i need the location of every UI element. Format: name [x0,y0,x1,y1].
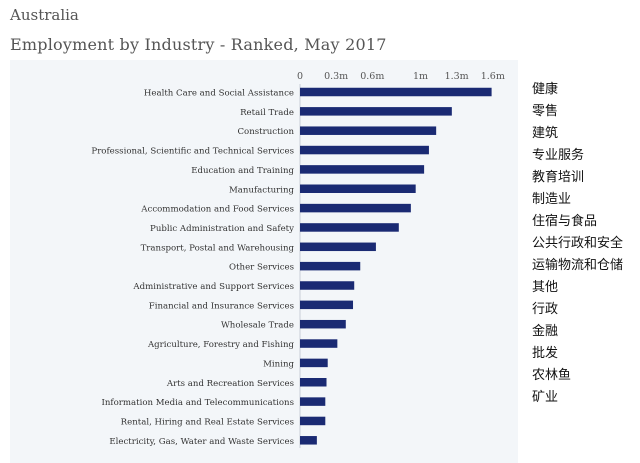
category-label: Information Media and Telecommunications [101,398,294,408]
translation-item: 住宿与食品 [532,214,598,229]
translation-item: 专业服务 [532,148,585,163]
translation-item: 金融 [532,324,559,339]
category-label: Electricity, Gas, Water and Waste Servic… [109,437,294,447]
category-label: Agriculture, Forestry and Fishing [147,340,295,350]
bar[interactable] [300,126,437,135]
bar[interactable] [300,223,399,232]
translation-item: 批发 [532,346,559,361]
bar[interactable] [300,281,355,290]
bar[interactable] [300,165,425,174]
category-label: Rental, Hiring and Real Estate Services [121,417,294,427]
x-tick-label: 1.3m [445,71,469,82]
category-label: Construction [237,127,294,137]
category-label: Administrative and Support Services [132,282,294,292]
bar[interactable] [300,378,327,387]
bar-chart: 0 0.3m 0.6m 1m 1.3m 1.6m Health Care and Socia… [91,71,505,448]
chart-panel: 0 0.3m 0.6m 1m 1.3m 1.6m Health Care and Socia… [10,60,518,463]
translation-item: 运输物流和仓储 [532,258,624,273]
translation-item: 矿业 [532,390,559,405]
translation-item: 教育培训 [532,170,585,185]
bar[interactable] [300,358,328,368]
category-label: Arts and Recreation Services [166,379,294,389]
translation-list: 健康零售建筑专业服务教育培训制造业住宿与食品公共行政和安全 运输物流和仓储 其他行政… [532,80,636,410]
category-label: Financial and Insurance Services [149,301,294,311]
category-label: Education and Training [191,166,294,176]
x-tick-label: 0.6m [360,71,384,82]
category-label: Wholesale Trade [221,321,294,331]
x-tick-label: 1m [413,71,428,82]
translation-item: 健康 [532,82,559,97]
category-label: Accommodation and Food Services [140,205,294,215]
bar[interactable] [300,203,411,213]
bar[interactable] [300,300,354,310]
bar[interactable] [300,145,429,155]
bar[interactable] [300,416,326,426]
bar[interactable] [300,319,346,329]
chart-title: Employment by Industry - Ranked, May 201… [10,35,387,54]
x-tick-label: 1.6m [481,71,505,82]
translation-item: 农林鱼 [532,368,572,383]
bar[interactable] [300,339,338,348]
category-label: Retail Trade [240,108,294,118]
category-label: Health Care and Social Assistance [144,89,294,99]
bar[interactable] [300,87,492,97]
category-label: Manufacturing [229,185,294,195]
category-label: Professional, Scientific and Technical S… [91,147,294,157]
bar[interactable] [300,107,452,116]
translation-item: 其他 [532,280,559,295]
translation-item: 建筑 [532,126,559,141]
bar[interactable] [300,261,361,271]
bar[interactable] [300,242,376,252]
x-tick-label: 0 [297,71,303,82]
category-label: Other Services [229,263,294,273]
translation-item: 行政 [532,302,559,317]
category-label: Public Administration and Safety [150,224,294,234]
bar[interactable] [300,397,326,406]
category-label: Transport, Postal and Warehousing [141,243,295,253]
translation-item: 制造业 [532,192,572,207]
x-tick-label: 0.3m [324,71,348,82]
bar[interactable] [300,436,317,445]
country-label: Australia [10,6,79,24]
translation-item: 零售 [532,104,559,119]
category-label: Mining [263,359,294,369]
bar[interactable] [300,184,416,194]
translation-item: 公共行政和安全 [532,236,624,251]
